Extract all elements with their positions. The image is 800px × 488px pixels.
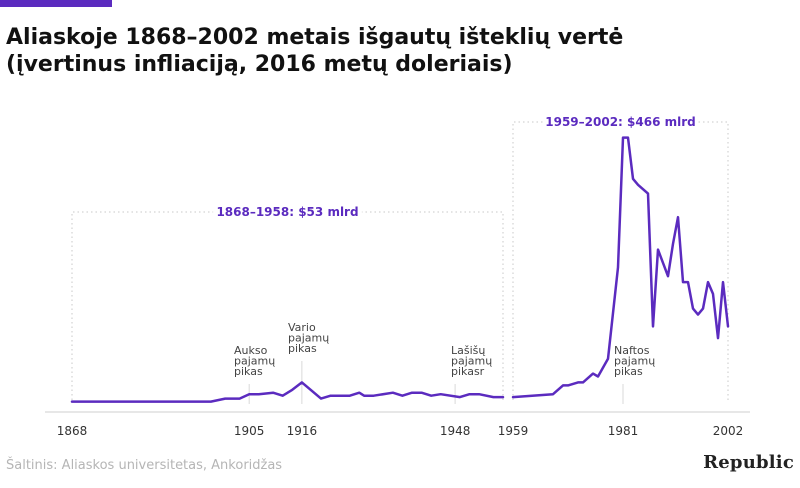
annotation-1: Aukso pajamų pikas	[234, 344, 275, 378]
chart-title: Aliaskoje 1868–2002 metais išgautų ištek…	[6, 24, 786, 78]
series-line-2	[511, 136, 730, 399]
accent-bar	[0, 0, 112, 7]
annotation-2: Vario pajamų pikas	[288, 321, 329, 355]
x-tick-1916: 1916	[287, 424, 318, 438]
bracket-line-1	[71, 211, 504, 400]
annotation-1-line-1: Aukso	[234, 344, 268, 357]
x-tick-labels: 1868 1905 1916 1948 1959 1981 2002	[57, 424, 744, 438]
annotation-4-line-1: Naftos	[614, 344, 650, 357]
title-line-2: (įvertinus infliaciją, 2016 metų doleria…	[6, 52, 513, 77]
title-line-1: Aliaskoje 1868–2002 metais išgautų ištek…	[6, 25, 624, 50]
publisher-logo: Republic	[703, 452, 794, 473]
annotation-2-line-1: Vario	[288, 321, 316, 334]
annotation-3: Lašišų pajamų pikasr	[451, 344, 492, 378]
annotation-3-line-3: pikasr	[451, 365, 485, 378]
x-tick-1948: 1948	[440, 424, 471, 438]
x-tick-1981: 1981	[608, 424, 639, 438]
bracket-label-bg-2	[542, 119, 699, 125]
x-tick-1959: 1959	[498, 424, 529, 438]
x-tick-1905: 1905	[234, 424, 265, 438]
series-line-1	[70, 381, 505, 403]
x-tick-2002: 2002	[713, 424, 744, 438]
bracket-label-1: 1868–1958: $53 mlrd	[216, 205, 358, 219]
annotation-2-line-2: pajamų	[288, 332, 329, 345]
annotation-2-line-3: pikas	[288, 342, 317, 355]
annotation-1-line-2: pajamų	[234, 355, 275, 368]
bracket-label-2: 1959–2002: $466 mlrd	[545, 115, 695, 129]
annotation-4-line-3: pikas	[614, 365, 643, 378]
annotation-1-line-3: pikas	[234, 365, 263, 378]
annotation-4-line-2: pajamų	[614, 355, 655, 368]
source-note: Šaltinis: Aliaskos universitetas, Ankori…	[6, 458, 283, 473]
bracket-label-bg-1	[213, 209, 362, 215]
annotation-3-line-2: pajamų	[451, 355, 492, 368]
series-lines	[70, 136, 730, 403]
period-brackets: 1868–1958: $53 mlrd 1959–2002: $466 mlrd	[71, 115, 729, 400]
annotation-4: Naftos pajamų pikas	[614, 344, 655, 378]
x-tick-1868: 1868	[57, 424, 88, 438]
annotation-3-line-1: Lašišų	[451, 344, 485, 357]
